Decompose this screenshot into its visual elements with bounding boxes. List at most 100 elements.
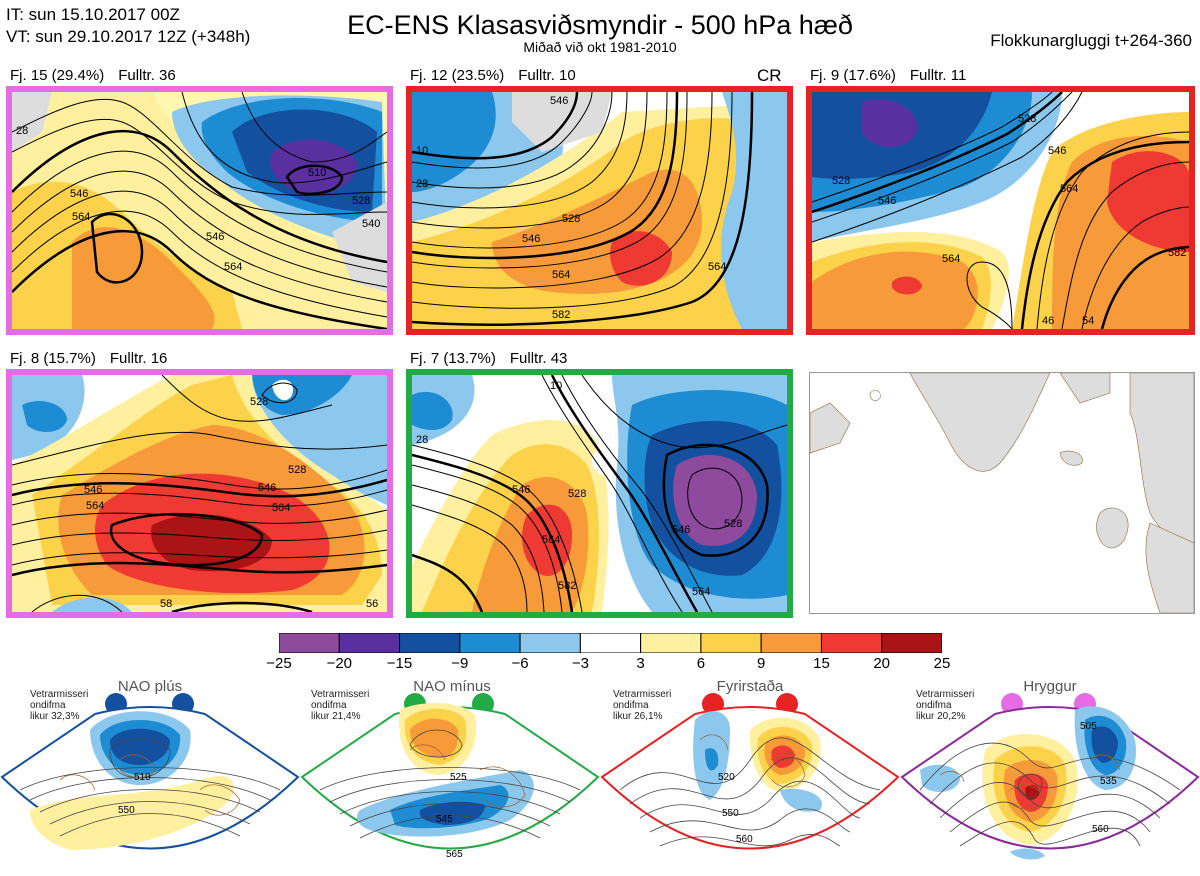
colorbar-tick-label: −15	[386, 655, 413, 672]
colorbar-tick-label: −6	[511, 655, 529, 672]
regime-info-line: likur 26,1%	[613, 711, 663, 722]
contour-label: 564	[224, 261, 242, 273]
contour-label: 510	[134, 772, 151, 783]
contour-label: 58	[160, 598, 172, 610]
regime-info: Vetrarmisseri ondifma likur 20,2%	[916, 689, 974, 722]
contour-label: 545	[436, 814, 453, 825]
regime-info-line: Vetrarmisseri	[311, 689, 370, 700]
cluster-map-4: 528 546 564 528 546 564 58 56	[6, 369, 393, 618]
colorbar-bin	[640, 632, 702, 654]
contour-label: 546	[878, 195, 896, 207]
panel-label: Fj. 7 (13.7%) Fulltr. 43	[410, 350, 567, 367]
contour-label: 564	[272, 502, 290, 514]
colorbar-bin	[881, 632, 943, 654]
regime-map-canvas: 525 545 565	[300, 703, 600, 860]
colorbar-bin	[579, 632, 642, 654]
contour-label: 546	[550, 95, 568, 107]
contour-label: 525	[450, 772, 467, 783]
regime-info: Vetrarmisseri ondifma likur 26,1%	[613, 689, 671, 722]
colorbar-tick-label: −3	[571, 655, 589, 672]
colorbar-bin	[278, 632, 340, 654]
regime-map-ridge: 505 535 560	[900, 700, 1200, 871]
regime-info-line: likur 32,3%	[30, 711, 80, 722]
contour-label: 28	[416, 434, 428, 446]
classification-window: Flokkunargluggi t+264-360	[990, 31, 1192, 50]
cluster-members: Fulltr. 11	[909, 67, 967, 84]
regime-info-line: Vetrarmisseri	[916, 689, 975, 700]
contour-label: 564	[1060, 183, 1078, 195]
contour-label: 540	[362, 218, 380, 230]
contour-label: 564	[552, 269, 570, 281]
panel-label: Fj. 15 (29.4%) Fulltr. 36	[10, 67, 176, 84]
colorbar-bin	[459, 632, 521, 654]
contour-label: 528	[832, 175, 850, 187]
colorbar-tick-label: 6	[696, 655, 706, 672]
colorbar-bin	[519, 632, 581, 654]
colorbar-tick-label: 9	[757, 655, 766, 672]
contour-label: 582	[552, 309, 570, 321]
regime-info-line: ondifma	[916, 700, 952, 711]
colorbar-tick-label: 20	[873, 655, 891, 672]
cluster-label: Fj. 7 (13.7%)	[410, 350, 496, 367]
regime-map-nao-minus: 525 545 565	[300, 700, 600, 871]
empty-map-panel	[809, 372, 1195, 614]
cluster-map-1: 28 546 564 510 528 540 546 564	[6, 86, 393, 335]
contour-label: 546	[1048, 145, 1066, 157]
contour-label: 28	[16, 125, 28, 137]
cluster-map-3-canvas: 528 546 546 564 528 564 582 46 54	[812, 92, 1189, 329]
colorbar-bin	[338, 632, 401, 654]
cluster-map-1-canvas: 28 546 564 510 528 540 546 564	[12, 92, 387, 329]
cr-marker: CR	[757, 66, 782, 85]
contour-label: 546	[70, 188, 88, 200]
regime-info-line: Vetrarmisseri	[613, 689, 672, 700]
cluster-label: Fj. 8 (15.7%)	[10, 350, 96, 367]
contour-label: 546	[672, 524, 690, 536]
regime-title: Hryggur	[1023, 678, 1077, 695]
valid-time: VT: sun 29.10.2017 12Z (+348h)	[6, 27, 251, 46]
colorbar-bin	[700, 632, 762, 654]
contour-label: 546	[522, 233, 540, 245]
colorbar-tick-label: 25	[933, 655, 951, 672]
contour-label: 54	[1082, 315, 1094, 327]
contour-label: 550	[722, 808, 739, 819]
contour-label: 564	[86, 500, 104, 512]
regime-map-canvas: 520 550 560	[600, 706, 900, 850]
regime-info-line: ondifma	[30, 700, 66, 711]
contour-label: 582	[1168, 247, 1186, 259]
header-info: IT: sun 15.10.2017 00Z VT: sun 29.10.201…	[6, 4, 250, 48]
contour-label: 564	[708, 261, 726, 273]
contour-label: 564	[942, 253, 960, 265]
contour-label: 528	[288, 464, 306, 476]
empty-map-canvas	[810, 373, 1194, 613]
contour-label: 528	[724, 518, 742, 530]
regime-map-blocking: 520 550 560	[600, 700, 900, 871]
panel-label: Fj. 12 (23.5%) Fulltr. 10	[410, 67, 576, 84]
regime-info-line: ondifma	[311, 700, 347, 711]
colorbar	[278, 632, 943, 654]
contour-label: 535	[1100, 776, 1117, 787]
regime-title: NAO mínus	[413, 678, 491, 695]
contour-label: 528	[250, 396, 268, 408]
colorbar-ticks: −25 −20 −15 −9 −6 −3 3 6 9 15 20 25	[0, 655, 1200, 675]
contour-label: 564	[72, 211, 90, 223]
regime-info: Vetrarmisseri ondifma likur 21,4%	[311, 689, 369, 722]
contour-label: 560	[736, 834, 753, 845]
regime-title: Fyrirstaða	[716, 678, 784, 695]
contour-label: 528	[568, 488, 586, 500]
contour-label: 564	[542, 534, 560, 546]
cluster-label: Fj. 12 (23.5%)	[410, 67, 505, 84]
regime-map-canvas: 510 550	[0, 706, 300, 850]
page-title: EC-ENS Klasasviðsmyndir - 500 hPa hæð	[347, 10, 853, 40]
contour-label: 528	[562, 213, 580, 225]
contour-label: 46	[1042, 315, 1054, 327]
contour-label: 546	[512, 484, 530, 496]
contour-label: 564	[692, 586, 710, 598]
cluster-members: Fulltr. 43	[509, 350, 568, 367]
contour-label: 28	[416, 178, 428, 190]
colorbar-tick-label: −25	[266, 655, 292, 672]
contour-label: 56	[366, 598, 378, 610]
panel-label: Fj. 8 (15.7%) Fulltr. 16	[10, 350, 167, 367]
cluster-map-5-canvas: 28 546 564 582 528 546 528 564 10	[412, 375, 787, 612]
regime-info-line: likur 21,4%	[311, 711, 361, 722]
cluster-map-5: 28 546 564 582 528 546 528 564 10	[406, 369, 793, 618]
